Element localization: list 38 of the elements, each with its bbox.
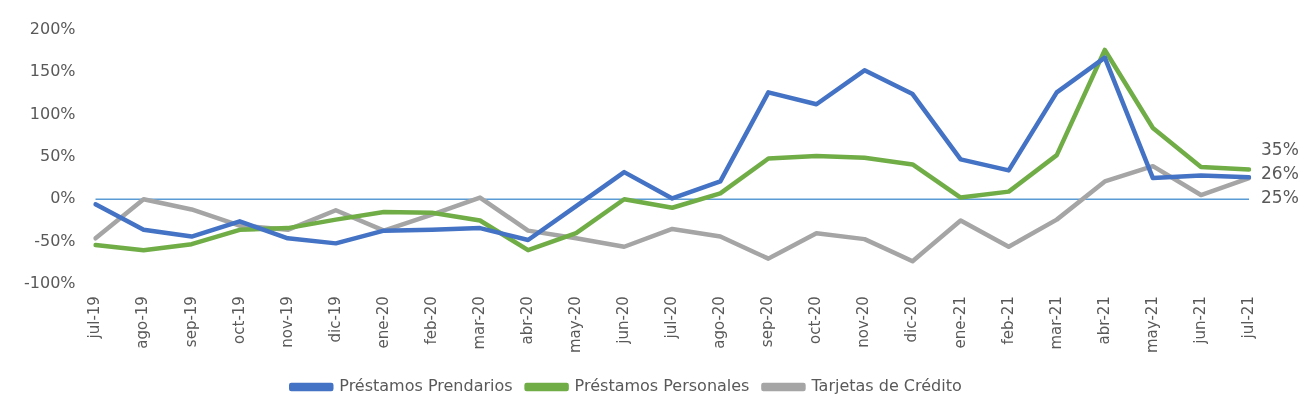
x-tick-label: nov-20 (854, 296, 873, 348)
x-tick-label: may-20 (566, 296, 585, 354)
x-tick-label: ago-20 (710, 296, 729, 349)
x-tick-label: abr-21 (1094, 296, 1113, 345)
y-tick-label: -100% (24, 273, 76, 293)
data-label: 35% (1261, 139, 1299, 160)
legend-label: Préstamos Personales (574, 376, 750, 396)
x-tick-label: ene-21 (950, 296, 969, 349)
x-tick-label: dic-19 (325, 296, 344, 343)
x-tick-label: sep-20 (758, 296, 777, 348)
data-label: 25% (1261, 187, 1299, 208)
x-tick-label: jul-20 (662, 296, 681, 340)
x-tick-label: jun-20 (614, 296, 633, 345)
x-tick-label: feb-20 (421, 296, 440, 345)
y-tick-label: 50% (39, 146, 76, 165)
x-tick-label: oct-19 (229, 296, 248, 344)
x-tick-label: abr-20 (517, 296, 536, 345)
y-tick-label: 100% (29, 103, 76, 123)
x-tick-label: jun-21 (1190, 296, 1209, 345)
x-tick-label: ago-19 (133, 296, 152, 349)
x-tick-label: sep-19 (181, 296, 200, 348)
x-tick-label: feb-21 (998, 296, 1017, 345)
y-tick-label: 150% (29, 61, 76, 81)
legend-label: Tarjetas de Crédito (810, 376, 962, 396)
x-tick-label: jul-19 (85, 296, 104, 340)
x-tick-label: mar-21 (1046, 296, 1065, 350)
x-tick-label: mar-20 (469, 296, 488, 350)
x-tick-label: ene-20 (373, 296, 392, 349)
y-tick-label: 200% (29, 18, 76, 38)
x-tick-label: may-21 (1142, 296, 1161, 354)
legend-label: Préstamos Prendarios (339, 376, 513, 396)
y-tick-label: -50% (34, 230, 76, 250)
x-tick-label: oct-20 (806, 296, 825, 344)
y-tick-label: 0% (50, 188, 76, 208)
data-label: 26% (1261, 163, 1299, 184)
x-tick-label: nov-19 (277, 296, 296, 348)
x-tick-label: dic-20 (902, 296, 921, 343)
x-tick-label: jul-21 (1238, 296, 1257, 340)
